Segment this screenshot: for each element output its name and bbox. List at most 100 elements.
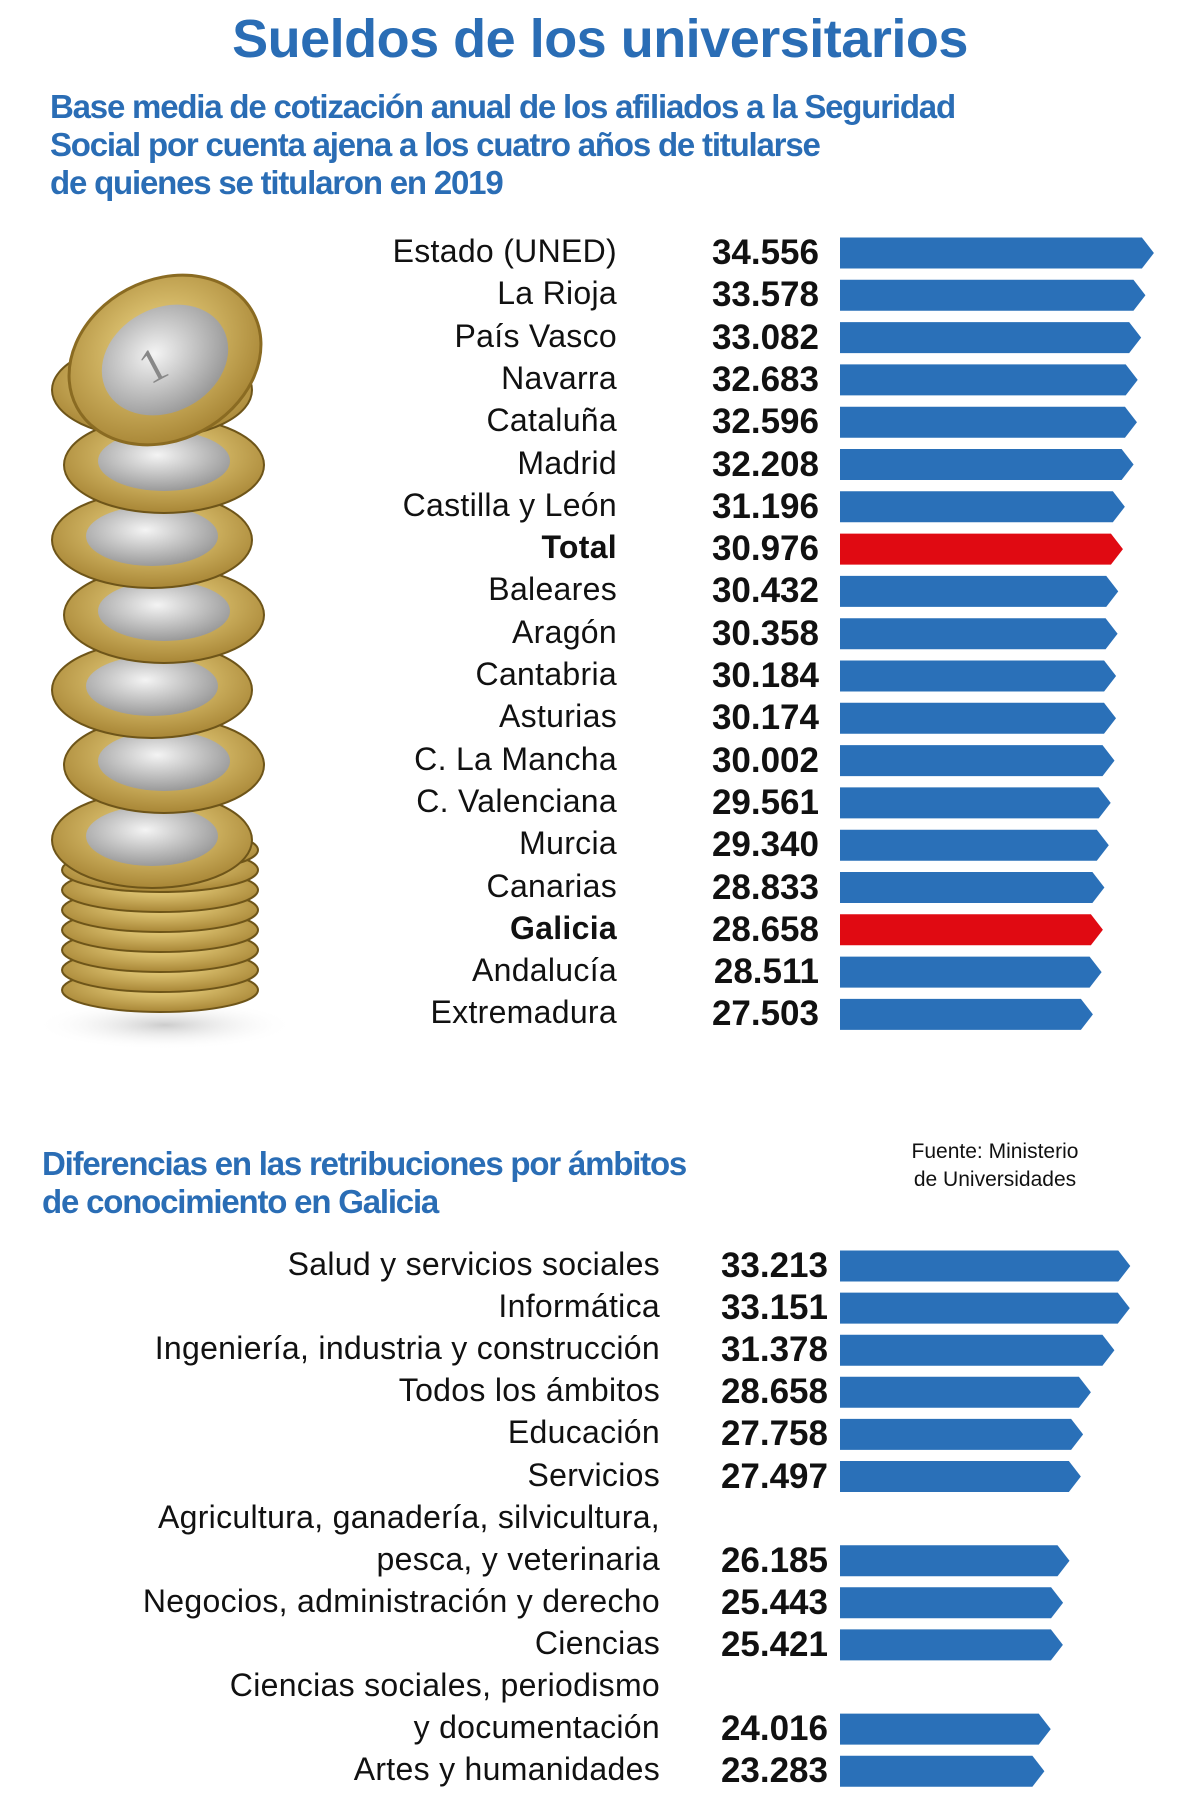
value-label: 31.196 bbox=[711, 486, 819, 526]
value-label: 26.185 bbox=[720, 1540, 828, 1580]
section2-title-line: Diferencias en las retribuciones por ámb… bbox=[42, 1145, 687, 1182]
category-label: Asturias bbox=[499, 698, 617, 735]
category-label: Cataluña bbox=[486, 402, 617, 439]
bar bbox=[840, 364, 1138, 396]
subtitle-line: de quienes se titularon en 2019 bbox=[50, 164, 504, 201]
bar bbox=[840, 491, 1125, 523]
bar bbox=[840, 998, 1093, 1030]
coin-center bbox=[86, 656, 218, 716]
bar bbox=[840, 829, 1109, 861]
coin-center bbox=[98, 581, 230, 641]
category-label: Agricultura, ganadería, silvicultura, bbox=[157, 1498, 660, 1535]
bar bbox=[840, 914, 1103, 946]
category-label: Ciencias bbox=[534, 1624, 660, 1661]
bar bbox=[840, 406, 1137, 438]
category-label: Artes y humanidades bbox=[353, 1751, 660, 1788]
bar bbox=[840, 533, 1123, 565]
category-label: Ciencias sociales, periodismo bbox=[229, 1667, 660, 1703]
value-label: 28.658 bbox=[720, 1372, 828, 1412]
category-label: Murcia bbox=[519, 825, 617, 862]
bar bbox=[840, 1629, 1063, 1661]
category-label: Cantabria bbox=[475, 656, 617, 692]
category-label: País Vasco bbox=[454, 317, 617, 354]
bar bbox=[840, 702, 1117, 734]
category-label: Extremadura bbox=[430, 994, 617, 1031]
bar bbox=[840, 1376, 1091, 1408]
category-label: Todos los ámbitos bbox=[398, 1372, 660, 1409]
category-label: Baleares bbox=[488, 571, 617, 608]
section2-title: Diferencias en las retribuciones por ámb… bbox=[42, 1145, 842, 1221]
bar bbox=[840, 1545, 1070, 1577]
category-label: Educación bbox=[507, 1414, 660, 1451]
bar bbox=[840, 279, 1146, 311]
bar bbox=[840, 1334, 1115, 1366]
category-label: Madrid bbox=[517, 444, 617, 481]
category-label: Canarias bbox=[486, 867, 617, 904]
category-label: Navarra bbox=[501, 359, 617, 396]
category-label: Estado (UNED) bbox=[392, 233, 617, 269]
value-label: 30.002 bbox=[711, 740, 819, 780]
source-line: Fuente: Ministerio bbox=[911, 1140, 1079, 1163]
source-note: Fuente: Ministerio de Universidades bbox=[880, 1138, 1110, 1194]
coin-center bbox=[98, 431, 230, 491]
bar bbox=[840, 1461, 1081, 1492]
value-label: 32.596 bbox=[711, 402, 819, 442]
bar bbox=[840, 872, 1105, 903]
value-label: 30.432 bbox=[711, 571, 819, 611]
category-label: C. Valenciana bbox=[416, 782, 617, 819]
value-label: 27.503 bbox=[711, 994, 819, 1034]
bar bbox=[840, 956, 1102, 988]
category-label: Aragón bbox=[512, 613, 617, 650]
source-line: de Universidades bbox=[913, 1168, 1077, 1191]
category-label: Servicios bbox=[527, 1456, 660, 1493]
value-label: 24.016 bbox=[720, 1709, 828, 1749]
value-label: 34.556 bbox=[711, 233, 819, 272]
value-label: 30.174 bbox=[711, 698, 819, 738]
bar bbox=[840, 237, 1154, 269]
euro-coin-stack-illustration: 1 bbox=[40, 273, 295, 1050]
category-label: Informática bbox=[498, 1288, 660, 1325]
bar bbox=[840, 1418, 1084, 1450]
bar bbox=[840, 1587, 1064, 1619]
value-label: 27.758 bbox=[720, 1414, 828, 1454]
value-label: 29.340 bbox=[711, 825, 819, 865]
value-label: 23.283 bbox=[720, 1751, 828, 1791]
category-label: Total bbox=[541, 529, 617, 566]
category-label: Castilla y León bbox=[402, 486, 617, 523]
category-label: C. La Mancha bbox=[414, 740, 617, 777]
subtitle-line: Social por cuenta ajena a los cuatro año… bbox=[50, 126, 821, 163]
category-label: Galicia bbox=[509, 909, 617, 946]
section2-title-line: de conocimiento en Galicia bbox=[42, 1183, 439, 1220]
category-label: La Rioja bbox=[497, 275, 617, 312]
bar bbox=[840, 322, 1142, 354]
value-label: 30.184 bbox=[711, 656, 819, 695]
value-label: 29.561 bbox=[711, 782, 819, 822]
bar bbox=[840, 1250, 1131, 1282]
category-label: Salud y servicios sociales bbox=[287, 1246, 660, 1282]
coin-center bbox=[98, 731, 230, 791]
value-label: 31.378 bbox=[720, 1330, 828, 1370]
category-label: y documentación bbox=[413, 1709, 660, 1746]
value-label: 30.976 bbox=[711, 529, 819, 569]
value-label: 28.658 bbox=[711, 909, 819, 949]
value-label: 28.511 bbox=[713, 952, 819, 992]
value-label: 33.082 bbox=[711, 317, 819, 357]
bar bbox=[840, 618, 1118, 650]
value-label: 32.683 bbox=[711, 359, 819, 399]
category-label: Ingeniería, industria y construcción bbox=[154, 1330, 660, 1367]
bar bbox=[840, 1713, 1051, 1745]
value-label: 28.833 bbox=[711, 867, 819, 907]
value-label: 25.443 bbox=[720, 1582, 828, 1622]
bar bbox=[840, 660, 1117, 692]
category-label: Negocios, administración y derecho bbox=[142, 1582, 660, 1619]
bar bbox=[840, 575, 1119, 607]
category-label: pesca, y veterinaria bbox=[376, 1540, 660, 1577]
value-label: 30.358 bbox=[711, 613, 819, 653]
category-label: Andalucía bbox=[471, 952, 617, 989]
subtitle-line: Base media de cotización anual de los af… bbox=[50, 88, 956, 125]
value-label: 33.151 bbox=[720, 1288, 828, 1328]
bar bbox=[840, 449, 1134, 480]
bar bbox=[840, 1292, 1130, 1324]
